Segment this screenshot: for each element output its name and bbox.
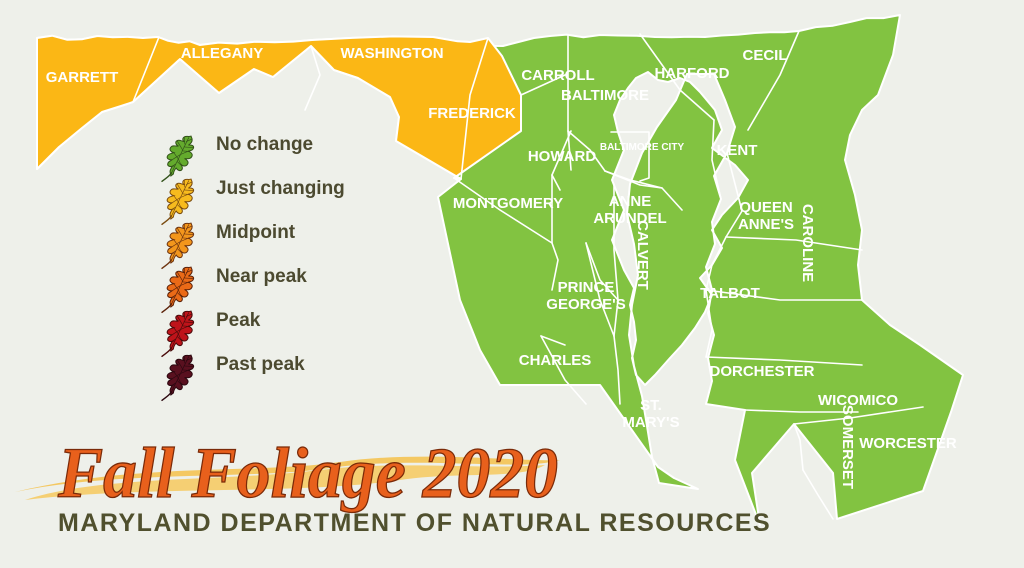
- svg-text:Midpoint: Midpoint: [216, 222, 296, 243]
- svg-text:FREDERICK: FREDERICK: [428, 105, 516, 122]
- svg-text:SOMERSET: SOMERSET: [839, 405, 856, 489]
- svg-text:CALVERT: CALVERT: [634, 220, 651, 290]
- svg-text:No change: No change: [216, 134, 313, 155]
- svg-text:MARY'S: MARY'S: [622, 414, 679, 431]
- svg-text:QUEEN: QUEEN: [739, 199, 792, 216]
- svg-text:MARYLAND DEPARTMENT OF NATURAL: MARYLAND DEPARTMENT OF NATURAL RESOURCES: [58, 509, 771, 537]
- svg-text:ARUNDEL: ARUNDEL: [593, 210, 666, 227]
- svg-text:BALTIMORE: BALTIMORE: [561, 87, 649, 104]
- svg-text:GARRETT: GARRETT: [46, 69, 119, 86]
- svg-text:Fall Foliage 2020: Fall Foliage 2020: [57, 433, 558, 513]
- svg-text:MONTGOMERY: MONTGOMERY: [453, 195, 563, 212]
- svg-text:DORCHESTER: DORCHESTER: [709, 363, 814, 380]
- svg-text:WASHINGTON: WASHINGTON: [340, 45, 443, 62]
- svg-text:Near peak: Near peak: [216, 266, 307, 287]
- svg-text:GEORGE'S: GEORGE'S: [546, 296, 625, 313]
- svg-text:HARFORD: HARFORD: [655, 65, 730, 82]
- svg-text:TALBOT: TALBOT: [700, 285, 760, 302]
- svg-text:Past peak: Past peak: [216, 354, 305, 375]
- svg-text:ST.: ST.: [640, 397, 662, 414]
- svg-text:WORCESTER: WORCESTER: [859, 435, 957, 452]
- svg-text:ANNE: ANNE: [609, 193, 652, 210]
- svg-text:BALTIMORE CITY: BALTIMORE CITY: [600, 142, 685, 153]
- svg-text:CHARLES: CHARLES: [519, 352, 592, 369]
- svg-text:Peak: Peak: [216, 310, 261, 331]
- svg-text:ALLEGANY: ALLEGANY: [181, 45, 264, 62]
- svg-text:CARROLL: CARROLL: [521, 67, 594, 84]
- svg-text:WICOMICO: WICOMICO: [818, 392, 898, 409]
- svg-text:CECIL: CECIL: [743, 47, 788, 64]
- svg-text:Just changing: Just changing: [216, 178, 345, 199]
- svg-text:CAROLINE: CAROLINE: [799, 204, 816, 282]
- svg-text:PRINCE: PRINCE: [558, 279, 615, 296]
- svg-text:KENT: KENT: [717, 142, 758, 159]
- svg-text:ANNE'S: ANNE'S: [738, 216, 794, 233]
- svg-text:HOWARD: HOWARD: [528, 148, 596, 165]
